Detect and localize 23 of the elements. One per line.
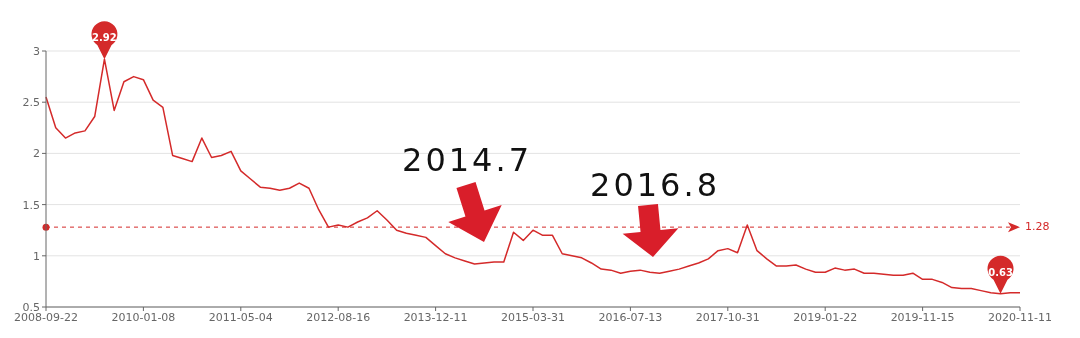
x-tick-label: 2019-01-22: [793, 310, 858, 324]
x-tick-label: 2017-10-31: [695, 310, 760, 324]
x-tick-label: 2010-01-08: [111, 310, 176, 324]
annotation: 2014.7: [402, 141, 532, 179]
x-tick-label: 2015-03-31: [501, 310, 565, 324]
x-tick-label: 2016-07-13: [598, 310, 663, 324]
y-tick-label: 2: [33, 147, 40, 161]
x-tick-label: 2012-08-16: [306, 310, 371, 324]
annotation: 2016.8: [590, 166, 720, 204]
y-tick-label: 1.5: [22, 198, 40, 212]
x-tick-label: 2019-11-15: [890, 310, 955, 324]
ref-line-label: 1.28: [1025, 220, 1050, 234]
annotation: 0.63: [988, 266, 1013, 278]
y-tick-label: 2.5: [22, 96, 40, 110]
pin-marker: 0.63: [987, 255, 1014, 294]
line-series: [45, 58, 1021, 295]
y-tick-label: 1: [33, 249, 40, 263]
x-tick-label: 2011-05-04: [208, 310, 273, 324]
x-tick-label: 2020-11-11: [988, 310, 1052, 324]
pin-marker: 2.92: [91, 21, 118, 60]
annotation: 2.92: [92, 32, 117, 44]
y-tick-label: 3: [33, 44, 40, 58]
x-tick-label: 2013-12-11: [403, 310, 468, 324]
